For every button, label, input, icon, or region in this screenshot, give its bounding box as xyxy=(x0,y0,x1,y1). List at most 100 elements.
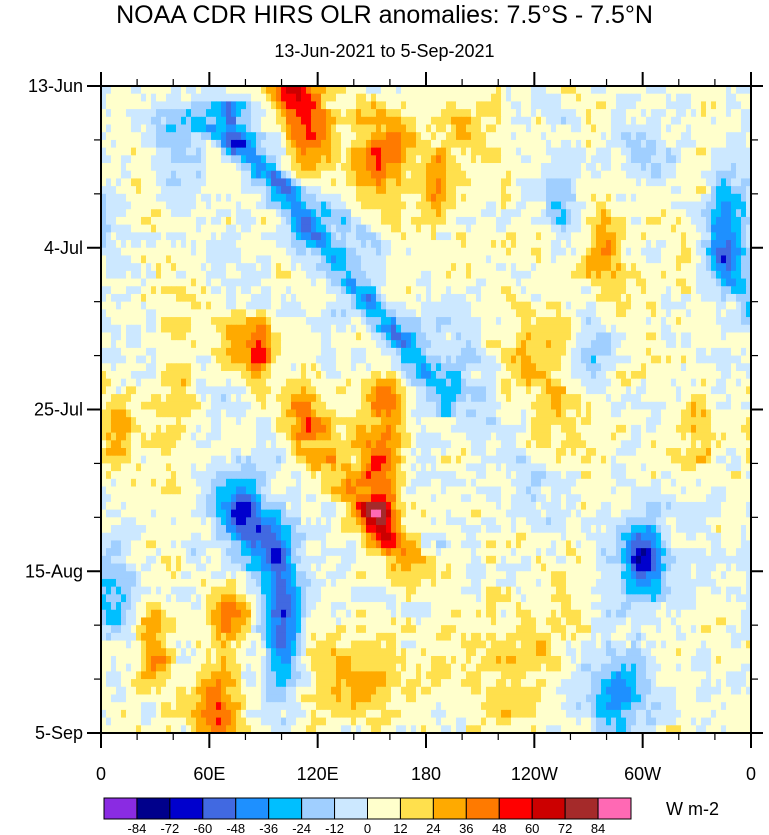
field-cell xyxy=(356,155,362,164)
field-cell xyxy=(496,232,502,241)
field-cell xyxy=(601,132,607,141)
field-cell xyxy=(151,170,157,179)
field-cell xyxy=(616,216,622,226)
field-cell xyxy=(431,263,437,272)
field-cell xyxy=(156,101,162,110)
field-cell xyxy=(431,301,437,310)
field-cell xyxy=(636,293,642,303)
field-cell xyxy=(331,93,337,102)
field-cell xyxy=(171,193,177,203)
field-cell xyxy=(181,101,187,110)
field-cell xyxy=(121,370,127,380)
field-cell xyxy=(336,132,342,141)
field-cell xyxy=(676,278,682,287)
field-cell xyxy=(516,170,522,179)
field-cell xyxy=(666,317,672,326)
field-cell xyxy=(721,101,727,110)
field-cell xyxy=(541,93,547,102)
field-cell xyxy=(746,170,752,179)
field-cell xyxy=(501,286,507,295)
field-cell xyxy=(701,355,707,364)
field-cell xyxy=(176,309,182,318)
field-cell xyxy=(436,240,442,249)
field-cell xyxy=(741,286,747,295)
field-cell xyxy=(241,86,247,95)
field-cell xyxy=(596,163,602,172)
field-cell xyxy=(416,347,422,357)
field-cell xyxy=(266,116,272,126)
field-cell xyxy=(291,170,297,179)
field-cell xyxy=(486,293,492,303)
field-cell xyxy=(406,186,412,195)
field-cell xyxy=(166,378,172,387)
field-cell xyxy=(531,170,537,179)
field-cell xyxy=(271,263,277,272)
field-cell xyxy=(451,340,457,349)
field-cell xyxy=(371,340,377,349)
field-cell xyxy=(386,101,392,110)
field-cell xyxy=(281,232,287,241)
field-cell xyxy=(101,224,107,233)
field-cell xyxy=(706,263,712,272)
field-cell xyxy=(736,247,742,256)
field-cell xyxy=(511,232,517,241)
field-cell xyxy=(581,324,587,333)
field-cell xyxy=(681,224,687,233)
field-cell xyxy=(571,216,577,226)
field-cell xyxy=(276,132,282,141)
field-cell xyxy=(656,132,662,141)
field-cell xyxy=(361,286,367,295)
field-cell xyxy=(326,263,332,272)
field-cell xyxy=(596,324,602,333)
field-cell xyxy=(451,201,457,210)
field-cell xyxy=(466,278,472,287)
field-cell xyxy=(366,139,372,149)
field-cell xyxy=(651,216,657,226)
field-cell xyxy=(381,332,387,341)
field-cell xyxy=(536,317,542,326)
field-cell xyxy=(236,263,242,272)
field-cell xyxy=(591,247,597,256)
field-cell xyxy=(476,309,482,318)
field-cell xyxy=(406,201,412,210)
field-cell xyxy=(321,378,327,387)
field-cell xyxy=(626,201,632,210)
field-cell xyxy=(706,93,712,102)
field-cell xyxy=(206,216,212,226)
field-cell xyxy=(116,270,122,280)
field-cell xyxy=(106,101,112,110)
field-cell xyxy=(531,255,537,264)
field-cell xyxy=(631,309,637,318)
field-cell xyxy=(686,240,692,249)
field-cell xyxy=(346,155,352,164)
field-cell xyxy=(566,224,572,233)
field-cell xyxy=(131,332,137,341)
field-cell xyxy=(606,263,612,272)
field-cell xyxy=(676,201,682,210)
field-cell xyxy=(641,270,647,280)
field-cell xyxy=(381,293,387,303)
field-cell xyxy=(336,240,342,249)
field-cell xyxy=(476,163,482,172)
field-cell xyxy=(246,147,252,156)
field-cell xyxy=(676,301,682,310)
field-cell xyxy=(691,317,697,326)
field-cell xyxy=(346,286,352,295)
field-cell xyxy=(221,278,227,287)
field-cell xyxy=(556,324,562,333)
field-cell xyxy=(206,286,212,295)
field-cell xyxy=(546,324,552,333)
field-cell xyxy=(161,132,167,141)
field-cell xyxy=(266,378,272,387)
field-cell xyxy=(156,163,162,172)
field-cell xyxy=(131,347,137,357)
field-cell xyxy=(601,101,607,110)
field-cell xyxy=(286,116,292,126)
field-cell xyxy=(596,340,602,349)
field-cell xyxy=(731,340,737,349)
field-cell xyxy=(631,317,637,326)
field-cell xyxy=(331,232,337,241)
field-cell xyxy=(171,247,177,256)
field-cell xyxy=(301,278,307,287)
field-cell xyxy=(471,163,477,172)
